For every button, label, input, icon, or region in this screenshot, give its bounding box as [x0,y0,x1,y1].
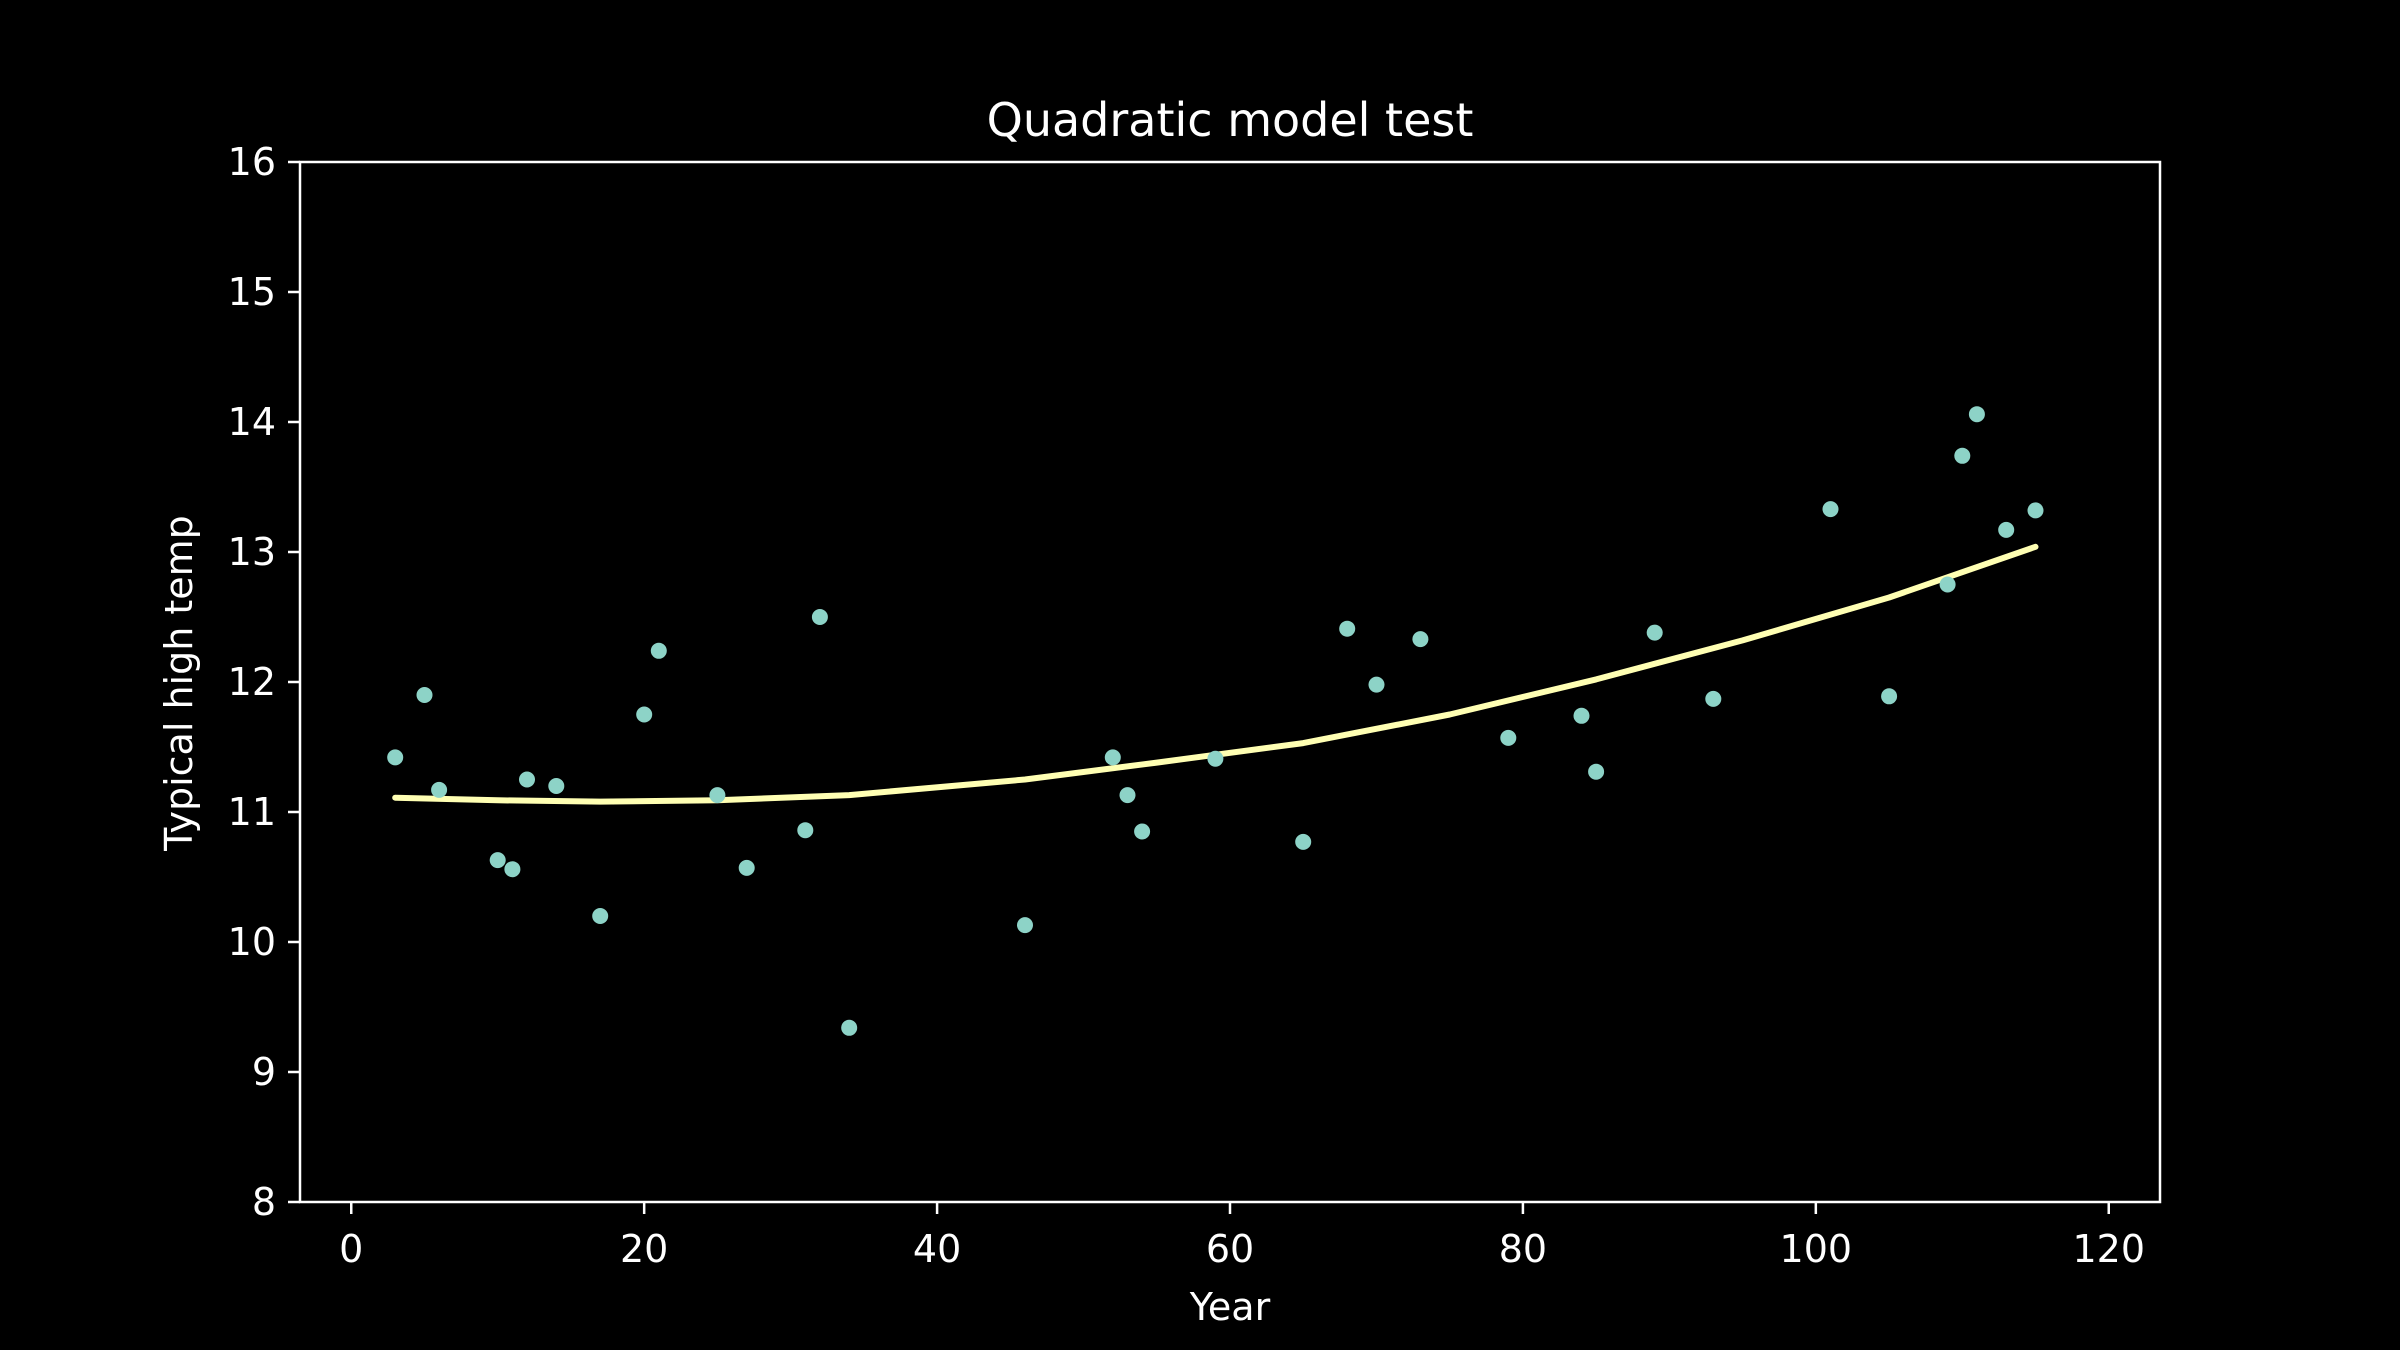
data-point [431,781,448,798]
data-point [841,1019,858,1036]
data-point [504,861,521,878]
y-tick-label: 16 [228,140,276,184]
data-point [1339,620,1356,637]
data-point [1295,833,1312,850]
data-point [416,687,433,703]
x-tick-label: 20 [620,1227,668,1271]
y-tick-label: 14 [228,400,276,444]
data-point [1207,750,1224,767]
y-tick-label: 13 [228,530,276,574]
x-tick-label: 120 [2072,1227,2145,1271]
data-point [636,706,653,723]
fit-curve-group [392,543,2039,805]
data-point [519,771,535,788]
y-tick-label: 11 [228,790,276,834]
data-point [387,749,404,766]
data-point [592,908,609,924]
data-point [1573,707,1590,724]
data-point [1104,749,1121,766]
data-point [1412,631,1429,648]
x-axis-label: Year [1189,1285,1271,1329]
data-point [1134,823,1151,840]
x-tick-label: 0 [339,1227,363,1271]
plot-frame [298,160,2162,1204]
data-point [738,859,755,876]
fit-curve-line [392,543,2039,805]
y-tick-label: 9 [252,1050,276,1094]
data-point [1954,447,1971,464]
data-point [1119,787,1136,804]
data-point [1822,501,1839,518]
chart-title: Quadratic model test [987,93,1474,147]
data-point [1705,690,1722,707]
data-point [1968,406,1985,423]
x-tick-label: 40 [913,1227,961,1271]
axis-ticks: 0 20 40 60 80 100 120 8 9 10 11 12 13 14 15 16 [228,140,2145,1271]
y-tick-label: 15 [228,270,276,314]
y-axis-label: Typical high temp [157,515,201,852]
data-point [548,778,565,794]
y-tick-label: 12 [228,660,276,704]
data-point [650,642,667,659]
data-point [1017,917,1033,934]
data-point [2027,502,2044,519]
y-tick-label: 10 [228,920,276,964]
x-tick-label: 60 [1206,1227,1254,1271]
data-point [489,852,506,869]
data-point [1646,624,1663,641]
y-tick-label: 8 [252,1180,276,1224]
data-point [1500,729,1517,746]
data-point [811,609,828,625]
data-point [797,822,814,839]
data-points [387,406,2044,1036]
data-point [1881,688,1898,705]
data-point [1588,763,1605,780]
data-point [1939,576,1956,593]
data-point [709,787,726,804]
data-point [1998,521,2015,538]
x-tick-label: 80 [1499,1227,1547,1271]
data-point [1368,676,1385,693]
x-tick-label: 100 [1780,1227,1853,1271]
